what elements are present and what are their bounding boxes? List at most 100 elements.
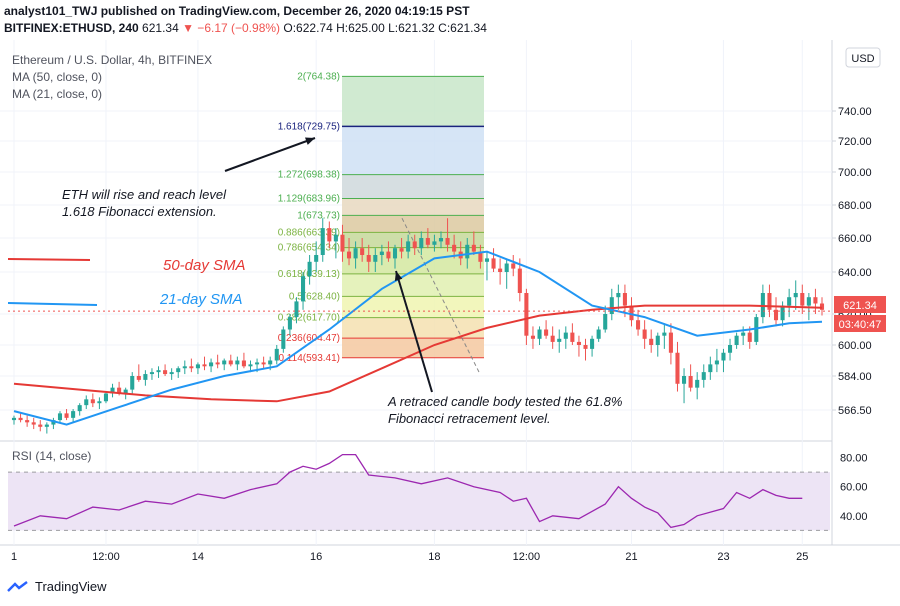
rsi-tick-label: 60.00 — [840, 482, 868, 494]
candle-body — [636, 320, 641, 330]
currency-badge[interactable]: USD — [845, 47, 881, 68]
rsi-line — [13, 453, 803, 529]
fib-band — [342, 76, 484, 127]
rsi-tick-label: 80.00 — [840, 453, 868, 465]
candle-body — [537, 329, 542, 339]
candle-body — [734, 335, 739, 345]
eth-note-arrow-head — [305, 137, 315, 145]
candle-body — [399, 248, 404, 252]
ohlc-values: O:622.74 H:625.00 L:621.32 C:621.34 — [283, 21, 487, 35]
candle-body — [701, 372, 706, 380]
chart-header: analyst101_TWJ published on TradingView.… — [4, 3, 487, 37]
footer-brand[interactable]: TradingView — [6, 579, 107, 594]
candle-body — [616, 293, 621, 298]
candle-body — [320, 228, 325, 255]
time-tick-label: 1 — [11, 551, 17, 563]
candle-body — [412, 241, 417, 249]
legend-title: Ethereum / U.S. Dollar, 4h, BITFINEX — [12, 53, 212, 67]
current-price: 621.34 — [142, 21, 179, 35]
candle-body — [38, 424, 43, 427]
candle-body — [11, 417, 17, 421]
candle-body — [425, 238, 430, 245]
candle-body — [84, 399, 89, 406]
candle-body — [550, 335, 555, 342]
sma21-label: 21-day SMA — [159, 291, 243, 308]
candle-body — [71, 411, 76, 418]
eth-note-line1: ETH will rise and reach level — [62, 187, 227, 202]
candle-body — [57, 413, 63, 421]
candle-body — [754, 317, 759, 342]
sma50-label: 50-day SMA — [163, 257, 246, 274]
candle-body — [524, 293, 529, 336]
currency-label: USD — [851, 53, 874, 65]
candle-body — [563, 332, 568, 339]
candle-body — [708, 364, 713, 373]
candle-body — [261, 362, 266, 365]
candle-body — [110, 387, 115, 394]
candle-body — [51, 420, 56, 425]
fib-band — [342, 215, 484, 233]
candle-body — [662, 332, 667, 336]
price-tick-label: 584.00 — [838, 371, 872, 383]
candle-body — [281, 329, 286, 349]
candle-body — [360, 248, 365, 255]
candle-body — [570, 332, 575, 342]
time-tick-label: 21 — [625, 551, 637, 563]
price-tick-label: 720.00 — [838, 136, 872, 148]
legend-rsi: RSI (14, close) — [12, 449, 91, 463]
candle-body — [25, 420, 30, 423]
candle-body — [18, 417, 23, 421]
candle-body — [819, 303, 825, 310]
fib-label: 0.114(593.41) — [278, 353, 340, 364]
last-price-badge: 621.34 03:40:47 — [834, 296, 886, 332]
candle-body — [452, 244, 457, 252]
candle-body — [136, 376, 141, 380]
candle-body — [787, 297, 792, 306]
candle-body — [176, 368, 181, 373]
candle-body — [438, 238, 444, 242]
candle-body — [806, 297, 811, 306]
candle-body — [392, 248, 398, 259]
candle-body — [504, 263, 509, 272]
time-tick-label: 18 — [428, 551, 440, 563]
candle-body — [189, 366, 194, 369]
candle-body — [517, 268, 522, 293]
candle-body — [255, 362, 260, 365]
time-tick-label: 23 — [717, 551, 729, 563]
time-tick-label: 16 — [310, 551, 322, 563]
candle-body — [688, 376, 693, 388]
time-tick-label: 12:00 — [92, 551, 120, 563]
candle-body — [209, 362, 214, 367]
candle-body — [642, 329, 647, 339]
candle-body — [379, 251, 384, 255]
candle-body — [767, 293, 772, 310]
candle-body — [274, 348, 279, 361]
candle-body — [590, 338, 595, 349]
candle-body — [596, 329, 601, 339]
eth-note-arrow — [224, 137, 316, 172]
fib-label: 0.5(628.40) — [289, 291, 340, 302]
candle-body — [544, 329, 549, 336]
legend-ma50: MA (50, close, 0) — [12, 70, 102, 84]
price-tick-label: 660.00 — [838, 233, 872, 245]
fib-band — [342, 174, 484, 199]
candle-body — [491, 258, 496, 269]
candle-body — [64, 413, 69, 418]
candle-body — [103, 393, 109, 402]
fib-band — [342, 296, 484, 318]
candle-body — [419, 238, 424, 249]
candle-body — [406, 241, 411, 252]
candle-body — [143, 374, 148, 380]
candle-body — [655, 335, 660, 345]
candle-body — [432, 241, 437, 245]
candle-body — [97, 401, 102, 404]
candle-body — [649, 338, 654, 345]
candle-body — [773, 309, 779, 321]
candle-body — [31, 422, 36, 425]
candle-body — [149, 372, 154, 375]
candle-body — [557, 338, 562, 342]
rsi-band — [8, 472, 830, 531]
candle-body — [182, 366, 187, 369]
price-tick-label: 740.00 — [838, 106, 872, 118]
